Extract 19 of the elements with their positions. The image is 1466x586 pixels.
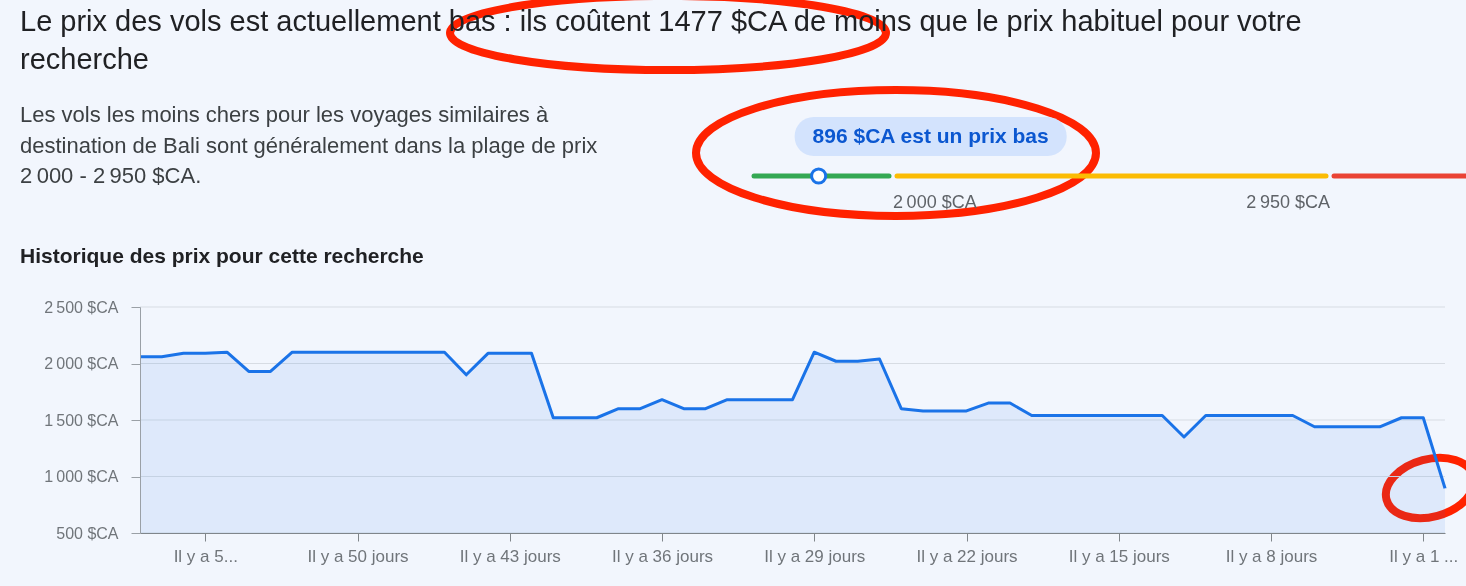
x-tick-label: Il y a 22 jours [916,546,1018,566]
x-tick-label: Il y a 36 jours [611,546,714,566]
y-tick-label: 1 000 $CA [44,468,119,485]
x-tick-label: Il y a 50 jours [307,546,409,566]
x-tick-label: Il y a 5... [173,546,238,566]
chart-title: Historique des prix pour cette recherche [20,244,424,267]
y-tick-label: 2 500 $CA [44,298,119,316]
text: 2 000 $CA [893,192,977,212]
x-tick-label: Il y a 29 jours [764,546,866,566]
text: 2 950 $CA [1246,192,1330,212]
x-tick-label: Il y a 1 ... [1389,546,1459,566]
y-tick-label: 500 $CA [56,524,119,542]
text: Les vols les moins chers pour les voyages similaires à destination de Bali sont généralement dans la plage de prix 2 000 - 2 950 $CA. [20,102,598,188]
text: 896 $CA est un prix bas [812,124,1049,147]
y-tick-label: 2 000 $CA [44,355,119,372]
x-tick-label: Il y a 15 jours [1068,546,1170,566]
x-tick-label: Il y a 43 jours [459,546,561,566]
x-tick-label: Il y a 8 jours [1225,546,1318,566]
y-tick-label: 1 500 $CA [44,411,119,429]
